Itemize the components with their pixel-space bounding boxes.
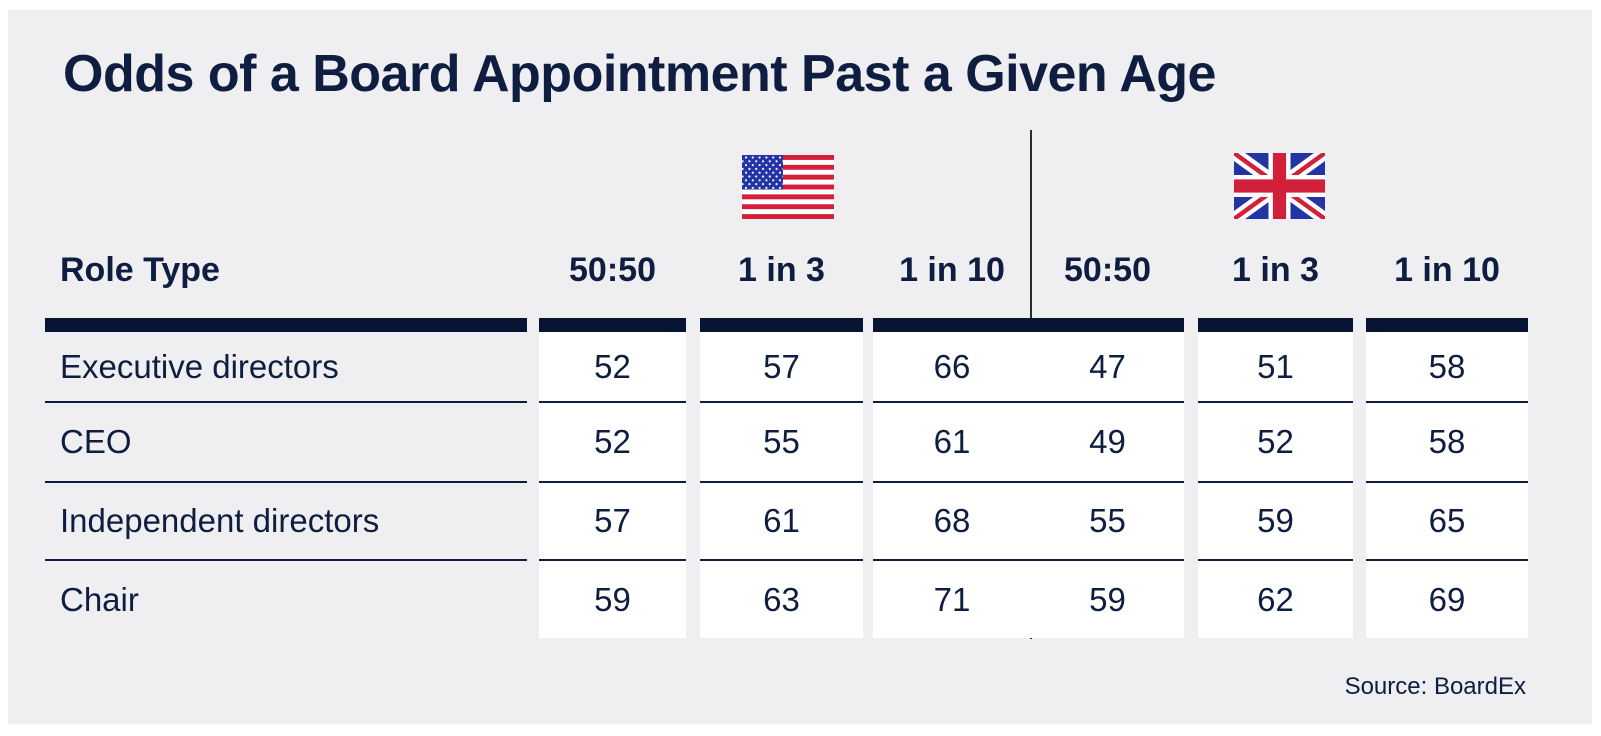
value-cell: 68 [873,483,1031,561]
row-label: Chair [60,580,139,618]
column-body: 57 55 61 63 [700,332,863,638]
value-cell: 61 [873,403,1031,483]
value-cell: 58 [1366,403,1528,483]
header-rule [1198,318,1353,332]
column-header: 50:50 [1064,251,1151,289]
column-body: 52 52 57 59 [539,332,686,638]
column-us-1-in-3: 1 in 3 57 55 61 63 [700,10,863,724]
uk-flag-icon [1234,153,1325,219]
column-uk-1-in-10: 1 in 10 58 58 65 69 [1366,10,1528,724]
role-type-column: Role Type Executive directors CEO Indepe… [45,10,527,724]
value-cell: 65 [1366,483,1528,561]
header-rule [45,318,527,332]
row-label: Independent directors [45,483,527,561]
column-body: 47 49 55 59 [1031,332,1184,638]
header-rule [539,318,686,332]
value-cell: 69 [1428,580,1466,618]
header-rule [700,318,863,332]
column-header: 1 in 10 [1394,251,1500,289]
value-cell: 59 [1089,580,1126,618]
column-us-50-50: 50:50 52 52 57 59 [539,10,686,724]
value-cell: 55 [700,403,863,483]
column-body: 66 61 68 71 [873,332,1031,638]
value-cell: 59 [594,580,631,618]
value-cell: 62 [1257,580,1294,618]
value-cell: 63 [763,580,800,618]
value-cell: 59 [1198,483,1353,561]
chart-title: Odds of a Board Appointment Past a Given… [63,45,1216,103]
column-header: 1 in 3 [738,251,825,289]
value-cell: 52 [539,332,686,403]
column-uk-50-50: 50:50 47 49 55 59 [1031,10,1184,724]
column-header: 1 in 3 [1232,251,1319,289]
value-cell: 61 [700,483,863,561]
value-cell: 57 [539,483,686,561]
column-uk-1-in-3: 1 in 3 51 52 59 62 [1198,10,1353,724]
value-cell: 58 [1366,332,1528,403]
row-label: CEO [45,403,527,483]
column-us-1-in-10: 1 in 10 66 61 68 71 [873,10,1031,724]
value-cell: 57 [700,332,863,403]
header-rule [873,318,1031,332]
header-rule [1031,318,1184,332]
value-cell: 51 [1198,332,1353,403]
source-credit: Source: BoardEx [1344,673,1526,700]
header-rule [1366,318,1528,332]
value-cell: 52 [539,403,686,483]
value-cell: 52 [1198,403,1353,483]
us-flag-icon [742,155,834,219]
uk-flag-svg [1234,153,1325,219]
column-header: 1 in 10 [899,251,1005,289]
column-body: 58 58 65 69 [1366,332,1528,638]
chart-panel: Odds of a Board Appointment Past a Given… [8,10,1592,724]
role-column-body: Executive directors CEO Independent dire… [45,332,527,638]
column-header: 50:50 [569,251,656,289]
value-cell: 49 [1031,403,1184,483]
value-cell: 66 [873,332,1031,403]
us-flag-svg [742,155,834,219]
row-label: Executive directors [45,332,527,403]
column-body: 51 52 59 62 [1198,332,1353,638]
value-cell: 47 [1031,332,1184,403]
value-cell: 71 [933,580,971,618]
value-cell: 55 [1031,483,1184,561]
column-header-role-type: Role Type [60,251,220,289]
